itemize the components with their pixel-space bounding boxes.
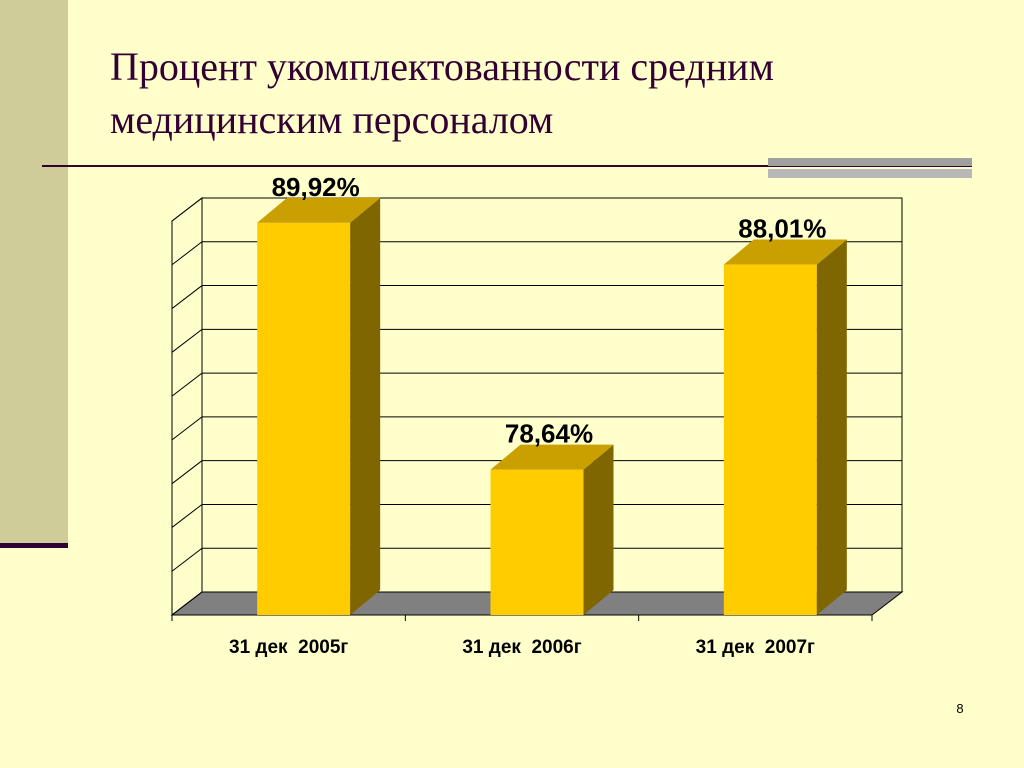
plot: 31 дек 2005г 89,92% 31 дек 2006г 78,64% 31 д…	[170, 172, 904, 658]
bar-top	[723, 239, 847, 265]
grid-line	[171, 241, 902, 266]
grid-line	[171, 372, 902, 397]
bar-front	[723, 264, 817, 615]
grid-line	[171, 328, 902, 353]
bar-side	[816, 239, 847, 615]
value-label: 88,01%	[738, 214, 826, 244]
x-tick-label: 31 дек 2005г	[229, 637, 348, 658]
grid-line	[171, 547, 902, 572]
grid-line	[171, 503, 902, 528]
title-box: Процент укомплектованности средним медиц…	[110, 44, 774, 142]
bar-top	[490, 444, 614, 470]
x-tick-label: 31 дек 2007г	[696, 637, 815, 658]
strip-rule	[0, 543, 68, 548]
chart-title: Процент укомплектованности средним медиц…	[110, 44, 774, 142]
value-label: 89,92%	[272, 172, 360, 202]
bar-front	[257, 222, 351, 616]
bar-top	[257, 197, 381, 223]
bar-side	[583, 444, 614, 615]
accent-bar	[768, 169, 972, 178]
grid-line	[171, 416, 902, 441]
grid-line	[171, 285, 902, 309]
grid-line	[171, 591, 902, 616]
bar-side	[350, 197, 381, 616]
accent-bar	[768, 158, 972, 166]
grid-line	[171, 197, 902, 222]
side-strip	[0, 0, 68, 545]
x-tick-label: 31 дек 2006г	[462, 637, 581, 658]
grid-line	[171, 460, 902, 485]
slide-number: 8	[956, 701, 963, 716]
value-label: 78,64%	[505, 419, 593, 449]
bar-front	[490, 469, 584, 615]
